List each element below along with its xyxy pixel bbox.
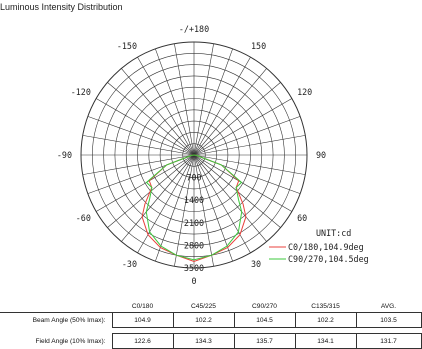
legend-label-c90-270: C90/270,104.5deg xyxy=(288,254,369,264)
table-cell: 131.7 xyxy=(355,333,422,349)
beam-angle-table: C0/180 C45/225 C90/270 C135/315 AVG. Bea… xyxy=(0,300,422,349)
column-header: C0/180 xyxy=(131,302,154,310)
grid-spoke xyxy=(107,82,195,156)
grid-spoke xyxy=(87,116,195,156)
table-cell: 103.5 xyxy=(355,312,422,328)
column-header: C135/315 xyxy=(311,302,340,310)
angle-tick-label: 30 xyxy=(251,259,261,269)
angle-tick-label: -/+180 xyxy=(179,24,209,34)
angle-tick-label: 60 xyxy=(297,213,307,223)
unit-label: UNIT:cd xyxy=(316,228,351,238)
column-header: C45/225 xyxy=(191,302,216,310)
radial-tick-label: 2800 xyxy=(184,240,204,250)
grid-spoke xyxy=(193,154,251,254)
grid-spoke xyxy=(193,98,293,156)
angle-tick-label: -90 xyxy=(57,150,72,160)
angle-tick-label: 120 xyxy=(297,87,312,97)
radial-tick-label: 700 xyxy=(186,173,201,183)
grid-spoke xyxy=(193,154,306,175)
radial-tick-label: 2100 xyxy=(184,218,204,228)
polar-grid xyxy=(80,41,308,269)
grid-spoke xyxy=(193,43,214,156)
angle-labels: -/+180 150 -150 120 -120 90 -90 60 -60 30 -30 0 xyxy=(57,24,326,286)
radial-tick-label: 1400 xyxy=(184,195,204,205)
angle-tick-label: -150 xyxy=(117,41,137,51)
column-header: AVG. xyxy=(380,302,397,310)
angle-tick-label: -120 xyxy=(71,87,91,97)
grid-spoke xyxy=(121,154,195,242)
table-cell: 134.1 xyxy=(294,333,356,349)
grid-spoke xyxy=(95,154,195,212)
grid-spoke xyxy=(174,154,195,267)
legend-label-c0-180: C0/180,104.9deg xyxy=(288,242,364,252)
angle-tick-label: 150 xyxy=(251,41,266,51)
table-cell: 104.9 xyxy=(111,312,173,328)
table-cell: 134.3 xyxy=(172,333,234,349)
grid-spoke xyxy=(193,68,267,156)
table-cell: 135.7 xyxy=(233,333,295,349)
row-label: Field Angle (10% Imax): xyxy=(35,337,106,345)
grid-spoke xyxy=(193,154,233,262)
series-line-c90-270 xyxy=(145,154,243,261)
table-corner xyxy=(0,300,112,313)
grid-spoke xyxy=(137,56,195,156)
grid-spoke xyxy=(137,154,195,254)
grid-spoke xyxy=(155,154,195,262)
grid-spoke xyxy=(82,154,195,175)
grid-spoke xyxy=(193,116,301,156)
column-header: C90/270 xyxy=(252,302,277,310)
series-line-c0-180 xyxy=(141,154,247,263)
angle-tick-label: -60 xyxy=(76,213,91,223)
grid-spoke xyxy=(82,135,195,156)
table-cell: 122.6 xyxy=(111,333,173,349)
grid-spoke xyxy=(193,135,306,156)
angle-tick-label: -30 xyxy=(122,259,137,269)
grid-spoke xyxy=(193,48,233,156)
chart-title: Luminous Intensity Distribution xyxy=(0,2,123,12)
radial-tick-label: 3500 xyxy=(184,263,204,273)
grid-spoke xyxy=(155,48,195,156)
grid-spoke xyxy=(193,154,267,242)
grid-spoke xyxy=(193,154,293,212)
grid-spoke xyxy=(174,43,195,156)
grid-spoke xyxy=(193,82,281,156)
angle-tick-label: 0 xyxy=(191,276,196,286)
grid-spoke xyxy=(121,68,195,156)
angle-tick-label: 90 xyxy=(316,150,326,160)
grid-spoke xyxy=(193,56,251,156)
table-row: Field Angle (10% Imax): 122.6 134.3 135.… xyxy=(0,333,422,349)
grid-spoke xyxy=(193,154,214,267)
series-layer xyxy=(141,154,247,263)
ring-labels: 700 1400 2100 2800 3500 xyxy=(184,173,204,273)
table-cell: 102.2 xyxy=(294,312,356,328)
table-row: Beam Angle (50% Imax): 104.9 102.2 104.5… xyxy=(0,312,422,328)
grid-spoke xyxy=(95,98,195,156)
legend: UNIT:cd C0/180,104.9deg C90/270,104.5deg xyxy=(269,228,369,264)
table-cell: 102.2 xyxy=(172,312,234,328)
polar-chart: 700 1400 2100 2800 3500 -/+180 150 -150 120 -120… xyxy=(57,24,369,286)
table-cell: 104.5 xyxy=(233,312,295,328)
row-label: Beam Angle (50% Imax): xyxy=(0,312,112,328)
